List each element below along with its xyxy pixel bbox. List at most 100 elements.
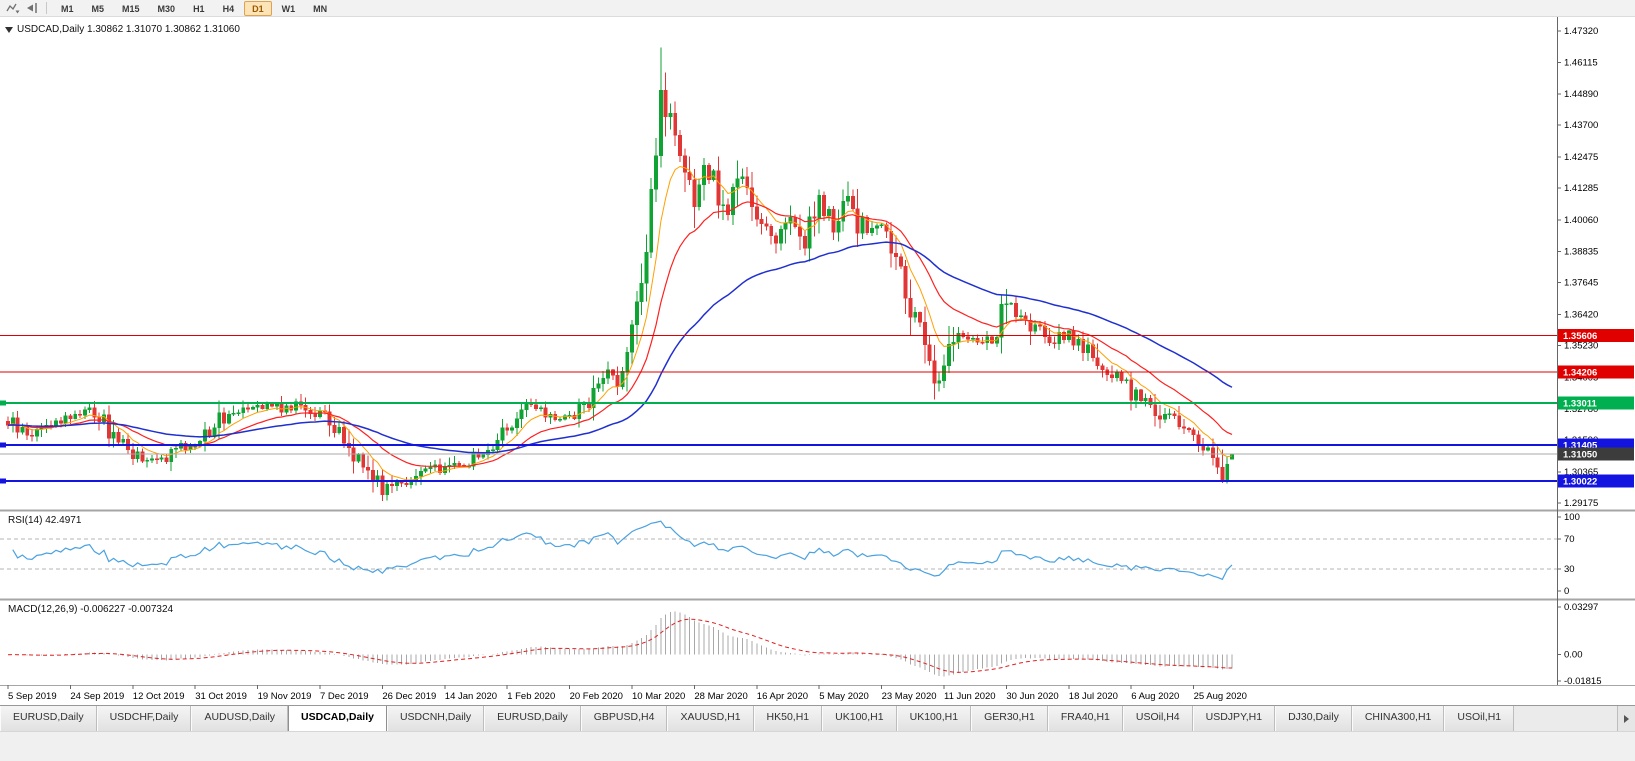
- candle-body: [1225, 463, 1230, 482]
- chart-shift-icon[interactable]: [23, 1, 41, 15]
- candle-body: [183, 443, 188, 451]
- candle-body: [562, 415, 567, 420]
- chart-tab-6-gbpusd-h4[interactable]: GBPUSD,H4: [580, 706, 668, 731]
- candle-body: [841, 200, 846, 222]
- price-level-badge-label: 1.31405: [1563, 440, 1598, 451]
- candle-body: [150, 458, 154, 461]
- candle-body: [836, 221, 841, 233]
- chart-tab-4-usdcnh-daily[interactable]: USDCNH,Daily: [386, 706, 485, 731]
- candle-body: [702, 165, 706, 185]
- date-axis-label: 5 May 2020: [819, 691, 869, 702]
- chart-tab-13-usoil-h4[interactable]: USOil,H4: [1122, 706, 1193, 731]
- candle-body: [78, 413, 82, 416]
- candle-body: [342, 427, 346, 444]
- macd-indicator-label: MACD(12,26,9) -0.006227 -0.007324: [8, 604, 174, 615]
- candle-body: [1014, 302, 1018, 317]
- candle-body: [774, 235, 778, 244]
- candle-body: [337, 427, 342, 433]
- date-axis-label: 18 Jul 2020: [1069, 691, 1118, 702]
- price-axis-label: 1.40060: [1564, 215, 1598, 226]
- candle-body: [274, 404, 279, 407]
- chart-tab-1-usdchf-daily[interactable]: USDCHF,Daily: [96, 706, 192, 731]
- one-click-trading-toggle-icon[interactable]: [5, 27, 13, 33]
- candle-body: [1119, 371, 1124, 382]
- candle-body: [356, 454, 361, 462]
- macd-signal-line: [7, 618, 1233, 673]
- candle-body: [1201, 445, 1206, 451]
- candle-body: [145, 459, 150, 462]
- candle-body: [68, 415, 73, 419]
- timeframe-button-m15[interactable]: M15: [122, 3, 140, 14]
- candle-body: [519, 409, 524, 419]
- tab-scroll-right-button[interactable]: [1617, 706, 1635, 731]
- date-axis-label: 19 Nov 2019: [258, 691, 312, 702]
- candle-body: [1052, 342, 1057, 344]
- candle-body: [510, 427, 514, 431]
- candle-body: [961, 333, 966, 338]
- chart-tab-2-audusd-daily[interactable]: AUDUSD,Daily: [191, 706, 289, 731]
- candle-body: [1220, 466, 1225, 482]
- chart-tab-15-dj30-daily[interactable]: DJ30,Daily: [1275, 706, 1352, 731]
- date-axis-label: 30 Jun 2020: [1006, 691, 1058, 702]
- date-axis-label: 31 Oct 2019: [195, 691, 247, 702]
- timeframe-button-m30[interactable]: M30: [157, 3, 176, 14]
- timeframe-button-w1[interactable]: W1: [281, 3, 296, 14]
- candle-body: [30, 435, 34, 437]
- timeframe-button-m1[interactable]: M1: [61, 3, 74, 14]
- candle-body: [1047, 336, 1052, 343]
- chart-tab-10-uk100-h1[interactable]: UK100,H1: [896, 706, 972, 731]
- chart-tab-bar: EURUSD,Daily USDCHF,Daily AUDUSD,Daily USDC…: [0, 705, 1635, 731]
- timeframe-button-h1[interactable]: H1: [193, 3, 205, 14]
- candle-body: [260, 404, 265, 409]
- timeframe-button-d1[interactable]: D1: [244, 0, 272, 16]
- chart-area[interactable]: 1.47320 1.46115 1.44890 1.43700 1.42475 1.412…: [0, 17, 1635, 705]
- candle-body: [222, 412, 226, 424]
- price-axis-label: 1.41285: [1564, 183, 1598, 194]
- candle-body: [169, 449, 174, 463]
- chart-tab-12-fra40-h1[interactable]: FRA40,H1: [1047, 706, 1123, 731]
- candle-body: [860, 217, 865, 234]
- candle-body: [284, 405, 289, 413]
- candle-body: [490, 449, 495, 451]
- chart-tab-3-usdcad-daily[interactable]: USDCAD,Daily: [288, 706, 387, 731]
- candle-body: [212, 427, 217, 436]
- candle-body: [855, 208, 860, 234]
- candle-body: [1114, 371, 1119, 379]
- timeframe-button-h4[interactable]: H4: [222, 3, 235, 14]
- candle-body: [1215, 457, 1220, 468]
- candle-body: [1057, 332, 1062, 344]
- candle-body: [942, 365, 946, 381]
- timeframe-button-mn[interactable]: MN: [313, 3, 328, 14]
- rsi-line: [12, 520, 1233, 581]
- candle-body: [812, 216, 817, 219]
- chart-tab-8-hk50-h1[interactable]: HK50,H1: [753, 706, 823, 731]
- date-axis-label: 10 Mar 2020: [632, 691, 685, 702]
- timeframe-button-m5[interactable]: M5: [91, 3, 105, 14]
- candle-body: [918, 312, 922, 323]
- chart-tab-9-uk100-h1[interactable]: UK100,H1: [822, 706, 897, 731]
- candle-body: [231, 412, 236, 415]
- chart-tab-7-xauusd-h1[interactable]: XAUUSD,H1: [667, 706, 754, 731]
- price-chart-canvas[interactable]: 1.47320 1.46115 1.44890 1.43700 1.42475 1.412…: [0, 17, 1635, 705]
- candle-body: [63, 415, 68, 424]
- date-axis-label: 24 Sep 2019: [70, 691, 124, 702]
- candle-body: [620, 370, 625, 388]
- chart-tab-5-eurusd-daily[interactable]: EURUSD,Daily: [484, 706, 581, 731]
- rsi-axis-label: 100: [1564, 512, 1580, 523]
- candle-body: [159, 457, 164, 460]
- candle-body: [788, 217, 793, 224]
- candle-body: [586, 403, 591, 409]
- chart-tab-17-usoil-h1[interactable]: USOil,H1: [1444, 706, 1515, 731]
- status-bar: [0, 731, 1635, 761]
- chart-tab-14-usdjpy-h1[interactable]: USDJPY,H1: [1192, 706, 1276, 731]
- candle-body: [706, 165, 711, 180]
- chart-tab-11-ger30-h1[interactable]: GER30,H1: [971, 706, 1048, 731]
- candle-body: [802, 236, 807, 249]
- candle-body: [25, 427, 30, 436]
- auto-scroll-icon[interactable]: [4, 1, 22, 15]
- candle-body: [639, 282, 644, 303]
- candle-body: [423, 468, 428, 472]
- chart-tab-16-china300-h1[interactable]: CHINA300,H1: [1351, 706, 1445, 731]
- chart-tab-0-eurusd-daily[interactable]: EURUSD,Daily: [0, 706, 97, 731]
- candle-body: [58, 420, 63, 424]
